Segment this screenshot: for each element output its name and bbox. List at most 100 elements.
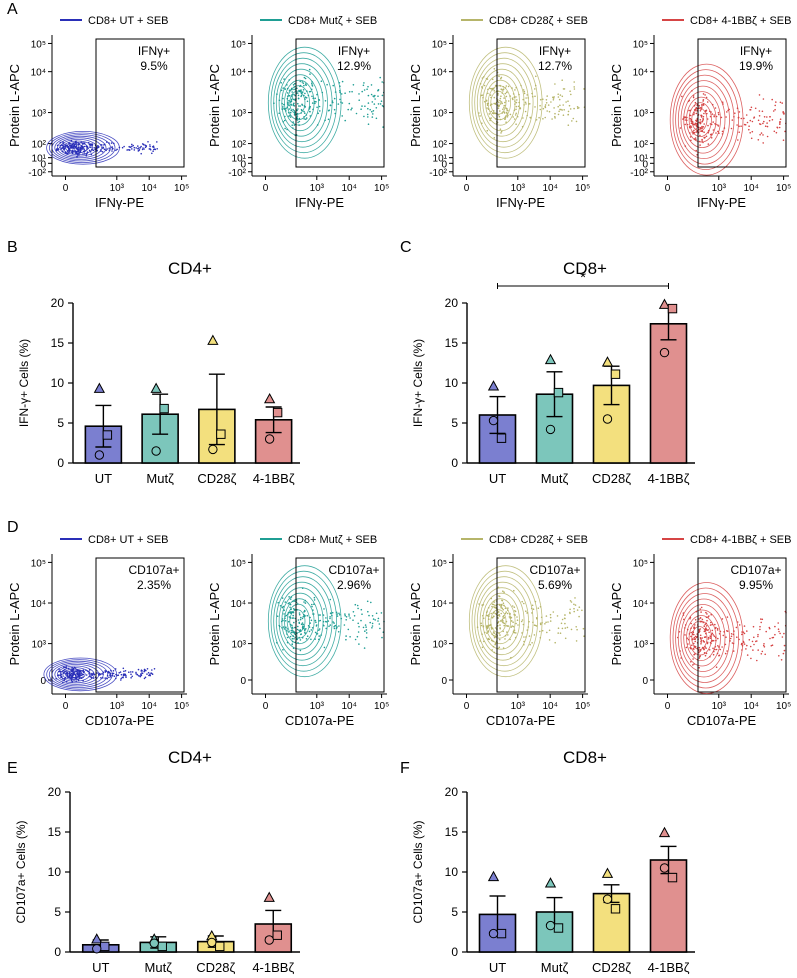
event-dot (147, 671, 150, 674)
event-dot (549, 620, 552, 622)
y-tick-label: 0 (40, 676, 46, 687)
data-point (553, 387, 564, 398)
event-dot (503, 591, 505, 593)
event-dot (291, 91, 294, 93)
event-dot (782, 652, 785, 655)
event-dot (741, 633, 743, 636)
event-dot (499, 634, 501, 636)
event-dot (292, 614, 295, 617)
data-point (93, 382, 106, 393)
event-dot (762, 122, 764, 125)
event-dot (483, 84, 486, 87)
event-dot (570, 601, 573, 603)
event-dot (757, 139, 760, 141)
data-point (496, 433, 507, 443)
density-contour (59, 667, 91, 682)
density-contour (677, 598, 730, 678)
event-dot (296, 628, 299, 631)
density-contour (62, 668, 86, 681)
event-dot (505, 95, 508, 98)
event-dot (370, 93, 373, 96)
gate-label: IFNγ+ (338, 44, 370, 58)
event-dot (380, 612, 383, 614)
event-dot (323, 608, 325, 610)
event-dot (726, 630, 728, 632)
event-dot (567, 124, 570, 126)
event-dot (583, 88, 585, 90)
event-dot (284, 601, 287, 603)
event-dot (689, 136, 692, 138)
legend-label: CD8+ UT + SEB (88, 15, 169, 27)
event-dot (278, 112, 281, 115)
event-dot (288, 108, 291, 110)
y-tick-label: 10⁵ (432, 39, 447, 50)
event-dot (362, 626, 365, 629)
event-dot (709, 624, 712, 626)
event-dot (717, 124, 719, 126)
event-dot (290, 98, 293, 101)
event-dot (757, 649, 759, 651)
event-dot (561, 79, 563, 81)
event-dot (493, 137, 496, 139)
event-dot (356, 635, 359, 638)
y-tick-label: 20 (445, 785, 459, 799)
event-dot (276, 615, 279, 617)
y-tick-label: 10³ (433, 109, 448, 120)
event-dot (751, 640, 754, 643)
event-dot (344, 613, 346, 615)
event-dot (758, 94, 761, 96)
event-dot (367, 116, 369, 118)
event-dot (493, 90, 496, 92)
density-contour (54, 135, 107, 160)
y-axis-label: Protein L-APC (7, 582, 22, 665)
data-point (610, 904, 621, 914)
event-dot (545, 621, 547, 624)
event-dot (136, 673, 139, 676)
gate-rectangle (95, 38, 185, 168)
y-tick-label: 20 (51, 296, 65, 310)
chart-title: CD4+ (168, 748, 212, 767)
event-dot (558, 110, 560, 113)
event-dot (501, 102, 504, 105)
event-dot (371, 116, 374, 118)
event-dot (304, 77, 307, 80)
event-dot (707, 636, 710, 639)
data-point (92, 944, 102, 954)
event-dot (512, 98, 514, 101)
event-dot (569, 108, 572, 110)
event-dot (375, 107, 378, 109)
event-dot (709, 635, 712, 638)
y-tick-label: 10⁴ (432, 68, 447, 79)
event-dot (130, 671, 132, 673)
density-contour (669, 582, 744, 694)
event-dot (300, 616, 302, 619)
event-dot (498, 646, 501, 649)
event-dot (309, 90, 312, 93)
data-point (667, 303, 678, 314)
density-contour (479, 68, 525, 137)
event-dot (303, 84, 305, 87)
event-dot (292, 108, 294, 111)
event-dot (70, 675, 72, 677)
event-dot (311, 95, 313, 98)
density-contour (680, 85, 726, 154)
event-dot (503, 105, 505, 107)
density-contour (278, 68, 324, 137)
event-dot (299, 639, 302, 641)
event-dot (149, 144, 151, 146)
data-point (91, 933, 103, 944)
event-dot (721, 618, 724, 620)
event-dot (83, 148, 85, 150)
event-dot (485, 625, 488, 627)
event-dot (131, 143, 133, 146)
event-dot (783, 632, 785, 635)
event-dot (141, 143, 144, 145)
density-contour (267, 46, 342, 159)
event-dot (367, 102, 370, 104)
event-dot (351, 90, 353, 93)
event-dot (96, 672, 98, 674)
event-dot (740, 117, 743, 120)
event-dot (365, 632, 368, 634)
event-dot (285, 626, 287, 629)
